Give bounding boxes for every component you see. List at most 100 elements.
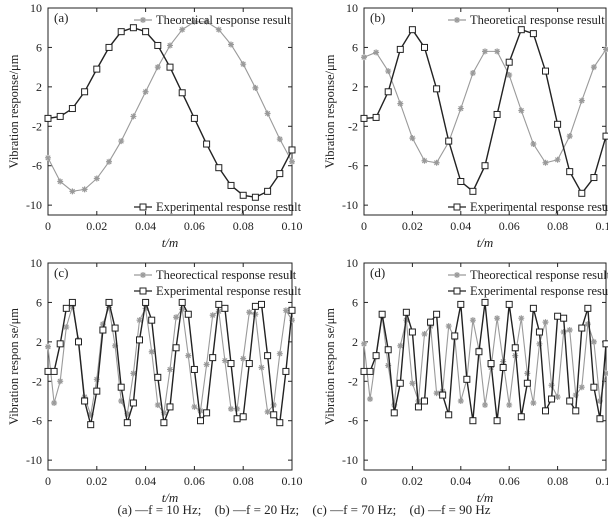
experimental-point — [166, 63, 174, 71]
plot-frame — [363, 262, 607, 471]
theoretical-point — [45, 154, 51, 161]
experimental-point — [81, 397, 89, 405]
experimental-point — [578, 324, 586, 332]
theoretical-legend-marker — [140, 17, 146, 23]
theoretical-point — [572, 392, 579, 399]
experimental-point — [402, 308, 410, 316]
chart-panel-a: 10 6 2 -2 -6 -100 0.02 0.04 0.06 0.08 0.10 t/m Vibra… — [7, 1, 303, 250]
experimental-point — [62, 304, 70, 312]
experimental-point — [469, 417, 477, 425]
theoretical-point — [385, 362, 392, 369]
x-tick-label: 0.08 — [547, 219, 568, 233]
theoretical-point — [584, 321, 591, 328]
theoretical-point — [469, 317, 476, 324]
y-tick-label: 10 — [346, 1, 358, 15]
experimental-point — [56, 112, 64, 120]
x-tick-label: 0.10 — [282, 474, 303, 488]
theoretical-point — [276, 350, 283, 357]
theoretical-point — [221, 357, 228, 364]
experimental-point — [548, 395, 556, 403]
experimental-point — [433, 85, 441, 93]
experimental-legend-marker — [139, 287, 147, 295]
theoretical-point — [276, 136, 283, 143]
experimental-legend-label: Experimental response result — [470, 200, 608, 214]
panel-label: (c) — [54, 265, 68, 280]
theoretical-point — [51, 399, 58, 406]
experimental-point — [596, 415, 604, 423]
theoretical-point — [482, 401, 488, 408]
theoretical-point — [154, 401, 161, 408]
experimental-point — [505, 58, 513, 66]
theoretical-point — [246, 309, 253, 316]
experimental-point — [190, 114, 198, 122]
experimental-point — [433, 310, 441, 318]
experimental-point — [129, 399, 137, 407]
x-tick-label: 0 — [361, 219, 367, 233]
experimental-point — [445, 137, 453, 145]
theoretical-point — [566, 327, 573, 334]
experimental-point — [44, 367, 52, 375]
theoretical-point — [93, 175, 100, 182]
chart-panel-c: 10 6 2 -2 -6 -100 0.02 0.04 0.06 0.08 0.10 t/m Vibra… — [7, 256, 303, 505]
y-tick-label: -10 — [26, 198, 42, 212]
figure-caption: (a) —f = 10 Hz; (b) —f = 20 Hz; (c) —f =… — [0, 502, 608, 518]
experimental-point — [481, 298, 489, 306]
theoretical-point — [367, 396, 374, 403]
theoretical-point — [361, 54, 367, 61]
experimental-point — [258, 300, 265, 308]
theoretical-point — [203, 18, 210, 25]
experimental-point — [154, 41, 162, 49]
theoretical-point — [397, 100, 404, 107]
theoretical-point — [240, 61, 247, 68]
experimental-point — [378, 310, 386, 318]
theoretical-point — [124, 410, 131, 417]
theoretical-point — [542, 159, 549, 166]
theoretical-point — [99, 321, 106, 328]
experimental-point — [160, 419, 168, 427]
experimental-point — [215, 164, 223, 172]
y-tick-label: -6 — [348, 159, 358, 173]
y-tick-label: 6 — [352, 40, 358, 54]
y-tick-label: -10 — [342, 198, 358, 212]
panel-label: (d) — [370, 265, 385, 280]
theoretical-point — [252, 84, 259, 91]
theoretical-point — [57, 178, 64, 185]
experimental-point — [142, 28, 150, 36]
theoretical-point — [409, 380, 416, 387]
theoretical-point — [228, 405, 234, 412]
experimental-point — [227, 181, 235, 189]
experimental-point — [245, 360, 253, 368]
experimental-point — [445, 411, 453, 419]
theoretical-legend-label: Theoretical response result — [470, 13, 605, 27]
experimental-point — [560, 314, 568, 322]
experimental-point — [463, 375, 471, 383]
theoretical-point — [433, 390, 440, 397]
x-tick-label: 0.06 — [499, 219, 520, 233]
y-tick-label: 2 — [36, 80, 42, 94]
x-tick-label: 0.06 — [499, 474, 520, 488]
theoretical-point — [185, 352, 192, 359]
experimental-point — [178, 298, 186, 306]
theoretical-point — [409, 135, 416, 142]
experimental-point — [517, 413, 525, 421]
experimental-point — [251, 302, 259, 310]
x-tick-label: 0.08 — [233, 219, 254, 233]
x-tick-label: 0 — [361, 474, 367, 488]
y-tick-label: 2 — [352, 335, 358, 349]
y-tick-label: -10 — [26, 453, 42, 467]
experimental-point — [99, 326, 107, 334]
theoretical-point — [81, 186, 88, 193]
experimental-point — [117, 383, 125, 391]
experimental-point — [215, 300, 223, 308]
experimental-point — [421, 397, 428, 405]
x-tick-label: 0.02 — [86, 474, 107, 488]
experimental-point — [414, 403, 422, 411]
theoretical-point — [518, 107, 525, 114]
theoretical-point — [118, 398, 125, 404]
chart-panel-b: 10 6 2 -2 -6 -100 0.02 0.04 0.06 0.08 0.10 t/m Vibra… — [323, 1, 608, 250]
experimental-point — [203, 409, 211, 417]
theoretical-point — [385, 68, 392, 75]
y-tick-label: -6 — [32, 414, 42, 428]
experimental-point — [360, 114, 368, 122]
theoretical-point — [506, 72, 513, 79]
